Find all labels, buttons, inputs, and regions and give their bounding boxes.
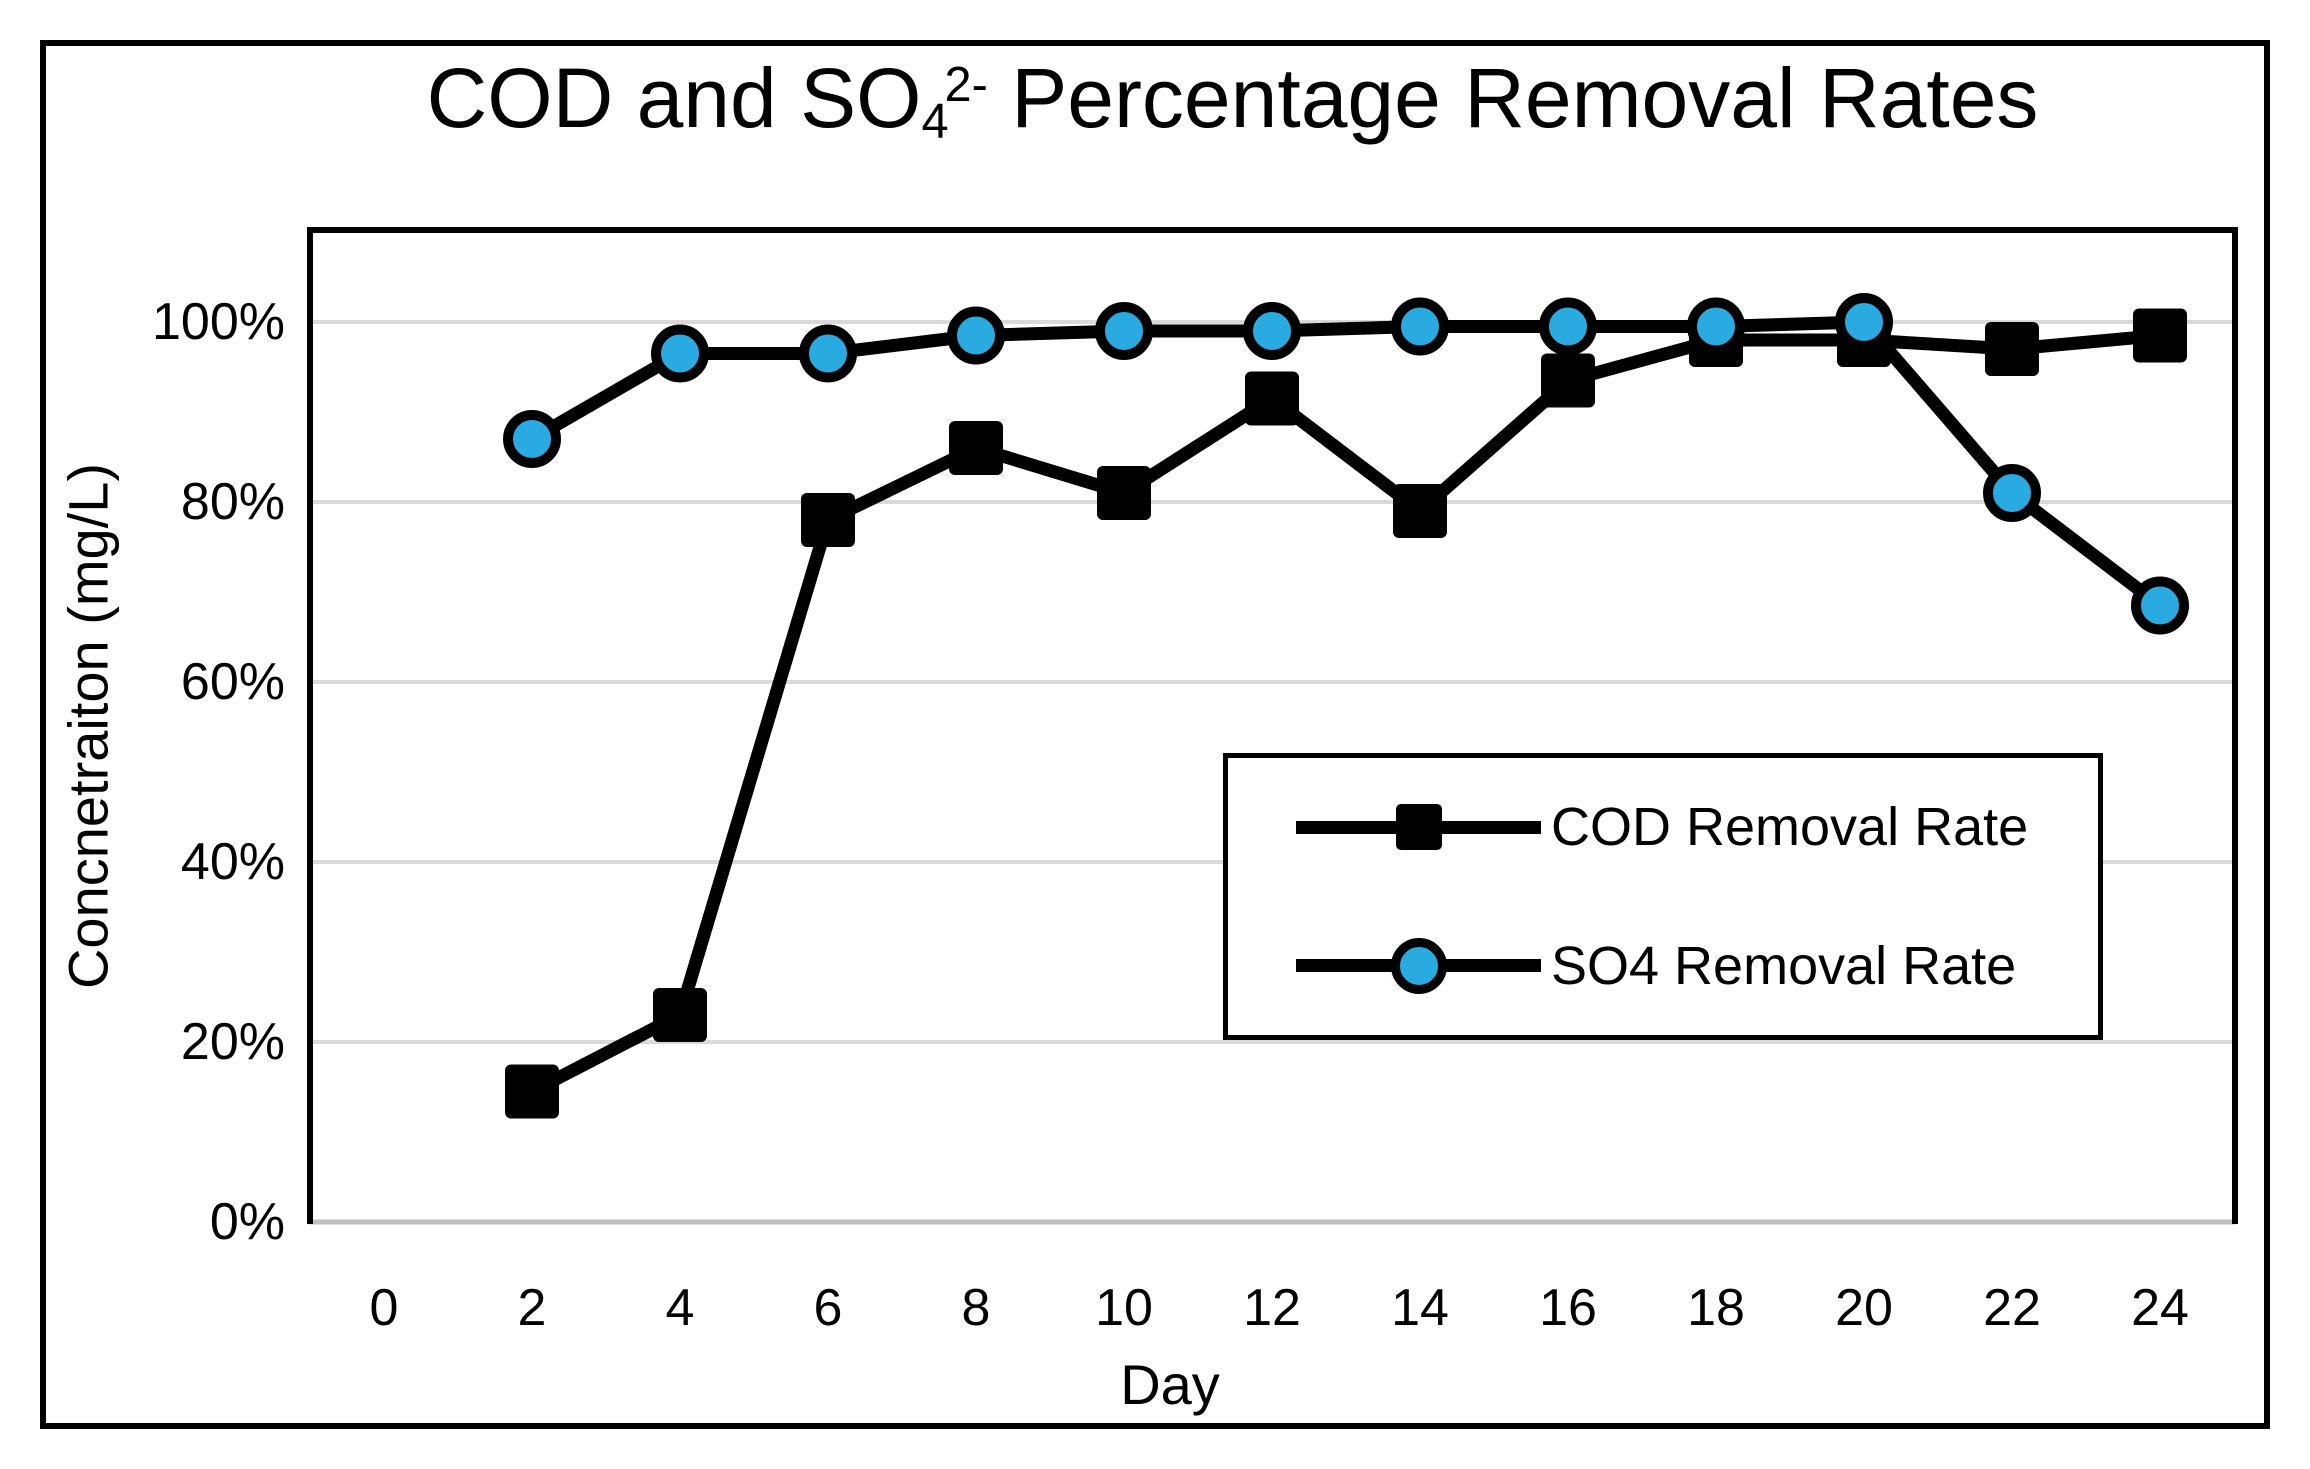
y-tick-label: 100% — [152, 293, 285, 351]
cod-data-point — [1985, 322, 2039, 376]
y-tick-label: 80% — [180, 473, 285, 531]
x-tick-label: 18 — [1687, 1279, 1745, 1337]
legend-item-so4: SO4 Removal Rate — [1228, 897, 2098, 1036]
so4-data-point — [799, 324, 857, 383]
so4-line-sample — [1296, 937, 1541, 994]
so4-data-point — [1983, 464, 2041, 522]
x-tick-label: 8 — [961, 1279, 991, 1337]
legend-label-so4: SO4 Removal Rate — [1551, 935, 2017, 996]
cod-data-point — [2133, 308, 2187, 363]
so4-data-point — [1095, 302, 1153, 360]
chart-title-text-suffix: Percentage Removal Rates — [987, 51, 2039, 145]
y-tick-label: 40% — [180, 833, 285, 891]
legend-item-cod: COD Removal Rate — [1228, 758, 2098, 897]
cod-data-point — [505, 1064, 559, 1119]
x-tick-label: 0 — [369, 1279, 399, 1337]
x-tick-label: 14 — [1391, 1279, 1449, 1337]
cod-data-point — [949, 421, 1003, 475]
legend: COD Removal Rate SO4 Removal Rate — [1223, 753, 2103, 1040]
y-tick-label: 0% — [209, 1193, 285, 1251]
x-tick-label: 24 — [2131, 1279, 2189, 1337]
x-axis-title: Day — [1120, 1353, 1220, 1416]
so4-data-point — [1391, 297, 1449, 356]
x-tick-label: 10 — [1095, 1279, 1153, 1337]
chart-title-text: COD and SO — [426, 51, 922, 145]
so4-data-point — [1539, 297, 1597, 356]
x-tick-label: 6 — [813, 1279, 843, 1337]
y-tick-label: 60% — [180, 653, 285, 711]
so4-circle-marker-icon — [1390, 937, 1447, 994]
x-tick-label: 16 — [1539, 1279, 1597, 1337]
x-tick-label: 4 — [665, 1279, 695, 1337]
so4-data-point — [1835, 293, 1893, 351]
cod-data-point — [1245, 371, 1299, 426]
x-tick-label: 20 — [1835, 1279, 1893, 1337]
cod-data-point — [1097, 466, 1151, 520]
legend-label-cod: COD Removal Rate — [1551, 797, 2029, 858]
y-tick-label: 20% — [180, 1013, 285, 1071]
figure-border — [40, 40, 2270, 1429]
cod-data-point — [801, 493, 855, 547]
cod-square-marker-icon — [1395, 804, 1442, 851]
cod-data-point — [1393, 484, 1447, 538]
cod-data-point — [653, 988, 707, 1042]
so4-data-point — [2131, 576, 2189, 635]
chart-title-superscript: 2- — [944, 58, 988, 113]
so4-data-point — [503, 410, 561, 468]
x-tick-label: 12 — [1243, 1279, 1301, 1337]
cod-data-point — [1541, 353, 1595, 408]
x-tick-label: 22 — [1983, 1279, 2041, 1337]
so4-data-point — [1243, 302, 1301, 360]
so4-data-point — [1687, 297, 1745, 356]
cod-line-sample — [1296, 804, 1541, 851]
chart-title-subscript: 4 — [921, 94, 949, 149]
so4-data-point — [947, 306, 1005, 365]
chart-title: COD and SO42- Percentage Removal Rates — [155, 52, 2310, 149]
x-tick-label: 2 — [517, 1279, 547, 1337]
so4-data-point — [651, 324, 709, 383]
